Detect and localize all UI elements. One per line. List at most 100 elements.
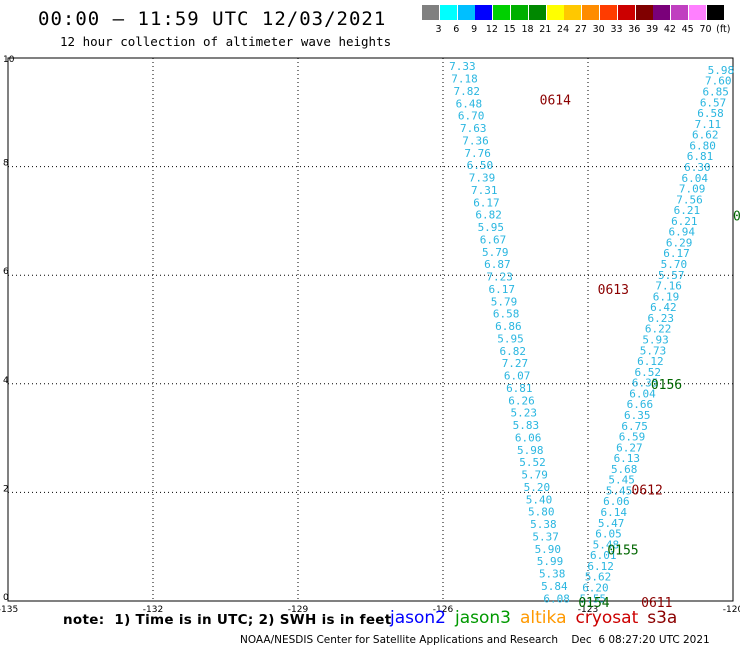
wave-height-value: 6.81 [687, 150, 714, 163]
wave-height-value: 5.68 [611, 463, 638, 476]
color-swatch [653, 5, 671, 20]
wave-height-value: 6.21 [674, 204, 701, 217]
wave-height-value: 6.86 [495, 320, 522, 333]
plot-area [7, 57, 734, 602]
wave-height-value: 7.60 [705, 75, 732, 88]
y-tick-label: 6 [3, 267, 9, 277]
wave-height-value: 5.62 [585, 571, 612, 584]
color-scale-label: 24 [557, 24, 570, 35]
x-tick-label: -129 [288, 605, 309, 615]
pass-time-label: 0154 [578, 596, 609, 611]
wave-height-value: 7.76 [464, 147, 491, 160]
wave-height-value: 6.21 [671, 215, 698, 228]
footer-credit: NOAA/NESDIS Center for Satellite Applica… [240, 634, 710, 646]
wave-height-value: 5.90 [535, 543, 562, 556]
wave-height-value: 6.80 [689, 139, 716, 152]
wave-height-value: 6.17 [663, 247, 690, 260]
color-scale-label: 42 [663, 24, 676, 35]
units-note: note: 1) Time is in UTC; 2) SWH is in fe… [63, 612, 392, 628]
color-swatch [457, 5, 475, 20]
wave-height-value: 6.52 [634, 366, 661, 379]
wave-height-value: 6.17 [473, 196, 500, 209]
color-swatch [600, 5, 617, 20]
pass-time-labels: 0614 0157 0613 0156 0612 0155 0154 0611 [540, 93, 740, 611]
wave-height-value: 5.45 [608, 474, 635, 487]
color-scale-label: 70 [699, 24, 712, 35]
color-swatch [706, 5, 724, 20]
wave-height-values: 7.337.187.826.486.707.637.367.766.507.39… [449, 60, 734, 605]
wave-height-value: 6.12 [637, 355, 664, 368]
wave-height-value: 7.27 [502, 357, 529, 370]
wave-height-value: 5.95 [497, 332, 524, 345]
wave-height-value: 7.39 [469, 172, 496, 185]
wave-height-value: 6.14 [600, 506, 627, 519]
y-tick-label: 4 [3, 376, 9, 386]
color-scale-label: 27 [574, 24, 587, 35]
y-tick-label: 2 [3, 484, 9, 494]
wave-height-value: 6.17 [489, 283, 516, 296]
wave-height-value: 7.09 [679, 183, 706, 196]
x-tick-label: -123 [578, 605, 598, 615]
color-scale-label: 45 [681, 24, 694, 35]
wave-height-value: 6.13 [614, 452, 641, 465]
wave-height-value: 7.63 [460, 122, 487, 135]
wave-height-value: 6.50 [467, 159, 494, 172]
wave-height-value: 5.99 [537, 555, 564, 568]
wave-height-value: 7.31 [471, 184, 498, 197]
axis-tick-labels: -135 -132 -129 -126 -123 -120 0 2 4 6 8 10 [0, 55, 740, 615]
color-scale-label: 9 [471, 24, 478, 35]
wave-height-value: 6.07 [504, 370, 531, 383]
x-tick-label: -132 [143, 605, 163, 615]
wave-height-value: 5.38 [530, 518, 557, 531]
pass-time-label: 0156 [651, 378, 682, 393]
wave-height-value: 6.82 [475, 209, 502, 222]
color-swatch [671, 5, 689, 20]
wave-height-value: 6.06 [515, 431, 542, 444]
color-scale-label: 6 [453, 24, 460, 35]
wave-height-value: 7.23 [486, 271, 513, 284]
wave-height-value: 6.70 [458, 110, 485, 123]
wave-height-value: 6.01 [590, 549, 617, 562]
satellite-legend: jason2 jason3 altika cryosat s3a [390, 608, 686, 628]
y-tick-label: 10 [3, 55, 15, 65]
wave-height-value: 5.93 [642, 334, 669, 347]
wave-height-value: 5.57 [658, 269, 685, 282]
wave-height-value: 6.82 [499, 345, 526, 358]
color-scale-label: 39 [646, 24, 659, 35]
color-scale-label: 30 [592, 24, 605, 35]
color-swatch [475, 5, 493, 20]
wave-height-value: 7.11 [695, 118, 722, 131]
wave-height-value: 5.40 [526, 493, 553, 506]
color-swatch [582, 5, 600, 20]
wave-height-value: 6.75 [621, 420, 648, 433]
color-swatch [511, 5, 528, 20]
wave-height-value: 5.83 [513, 419, 540, 432]
wave-height-value: 6.48 [456, 97, 483, 110]
color-swatch [528, 5, 546, 20]
wave-height-value: 6.87 [484, 258, 511, 271]
color-swatch [689, 5, 706, 20]
wave-height-value: 7.82 [453, 85, 480, 98]
wave-height-value: 6.22 [645, 323, 672, 336]
color-scale-label: 18 [521, 24, 534, 35]
wave-height-value: 7.33 [449, 60, 476, 73]
wave-height-value: 6.06 [603, 495, 630, 508]
wave-height-value: 6.26 [508, 394, 535, 407]
color-swatch [617, 5, 635, 20]
wave-height-value: 5.84 [541, 580, 568, 593]
wave-height-value: 6.04 [629, 387, 656, 400]
chart-subtitle: 12 hour collection of altimeter wave hei… [60, 34, 392, 49]
wave-height-value: 5.38 [539, 568, 566, 581]
wave-height-value: 6.29 [666, 236, 693, 249]
wave-height-value: 6.58 [697, 107, 724, 120]
wave-height-value: 6.30 [684, 161, 711, 174]
wave-height-value: 5.52 [519, 456, 546, 469]
wave-height-value: 6.04 [682, 172, 709, 185]
color-swatch [422, 5, 439, 20]
pass-time-label: 0157 [733, 209, 740, 224]
wave-height-value: 5.98 [708, 64, 735, 77]
x-tick-label: -135 [0, 605, 18, 615]
color-scale-label: 12 [485, 24, 498, 35]
satellite-name: jason2 [390, 608, 446, 628]
wave-height-value: 7.16 [655, 280, 682, 293]
